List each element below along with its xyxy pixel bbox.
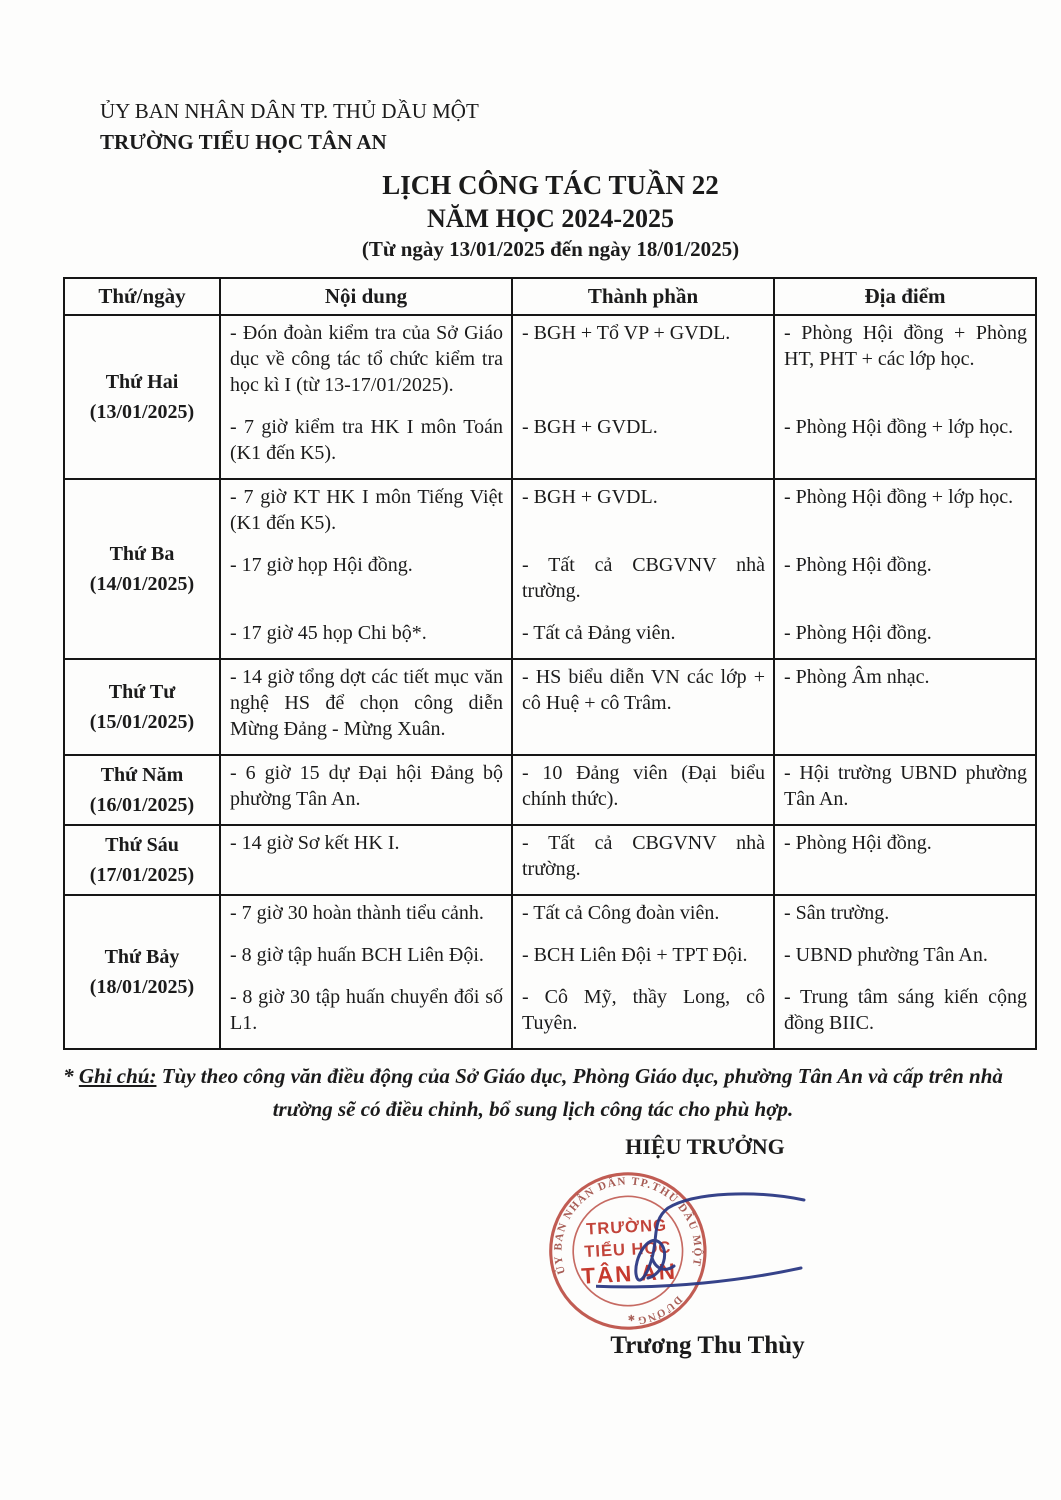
table-row: Thứ Hai (13/01/2025) - Đón đoàn kiểm tra c… <box>63 314 1037 480</box>
document-title: LỊCH CÔNG TÁC TUẦN 22 <box>382 170 719 200</box>
stamp-line2: TIỂU HỌC <box>584 1238 672 1262</box>
day-date: (18/01/2025) <box>89 976 195 998</box>
table-row: Thứ Bảy (18/01/2025) - 7 giờ 30 hoàn thành… <box>63 894 1037 1050</box>
note-label: Ghi chú: <box>78 1064 157 1088</box>
noi-dung-cell: - 14 giờ tổng dợt các tiết mục văn nghệ … <box>219 658 513 756</box>
column-header-content: Nội dung <box>219 277 513 316</box>
table-row: - 8 giờ 30 tập huấn chuyển đổi số L1. - C… <box>64 980 1037 1050</box>
title-block: LỊCH CÔNG TÁC TUẦN 22 NĂM HỌC 2024-2025 … <box>40 168 1061 264</box>
day-name: Thứ Ba <box>109 543 175 565</box>
thanh-phan-cell: - HS biểu diễn VN các lớp + cô Huệ + cô … <box>511 658 775 756</box>
day-cell: Thứ Hai (13/01/2025) <box>63 314 221 480</box>
table-row: - 7 giờ kiểm tra HK I môn Toán (K1 đến K… <box>64 410 1037 480</box>
thanh-phan-cell: - Tất cả Đảng viên. <box>511 616 775 660</box>
org-name-parent: ỦY BAN NHÂN DÂN TP. THỦ DẦU MỘT <box>100 99 479 123</box>
dia-diem-cell: - Hội trường UBND phường Tân An. <box>773 754 1037 826</box>
signer-role: HIỆU TRƯỞNG <box>625 1134 785 1159</box>
day-name: Thứ Sáu <box>105 834 179 856</box>
dia-diem-cell: - Phòng Hội đồng + Phòng HT, PHT + các l… <box>773 314 1037 410</box>
day-name: Thứ Bảy <box>104 946 180 968</box>
thanh-phan-cell: - Cô Mỹ, thầy Long, cô Tuyên. <box>511 980 775 1050</box>
dia-diem-cell: - Trung tâm sáng kiến cộng đồng BIIC. <box>773 980 1037 1050</box>
handwritten-signature <box>590 1176 811 1321</box>
dia-diem-cell: - Phòng Hội đồng. <box>773 548 1037 616</box>
stamp-star: ✱ <box>627 1313 635 1323</box>
official-stamp: ỦY BAN NHÂN DÂN TP.THỦ DẦU MỘT DƯƠNG ✱ T… <box>541 1164 716 1343</box>
letterhead: ỦY BAN NHÂN DÂN TP. THỦ DẦU MỘT TRƯỜNG T… <box>0 0 1061 158</box>
day-date: (15/01/2025) <box>89 711 195 733</box>
schedule-table: Thứ/ngày Nội dung Thành phần Địa điểm Th… <box>63 277 1037 1050</box>
thanh-phan-cell: - 10 Đảng viên (Đại biểu chính thức). <box>511 754 775 826</box>
thanh-phan-cell: - BGH + GVDL. <box>511 410 775 480</box>
noi-dung-cell: - Đón đoàn kiểm tra của Sở Giáo dục về c… <box>219 314 513 410</box>
noi-dung-cell: - 6 giờ 15 dự Đại hội Đảng bộ phường Tân… <box>219 754 513 826</box>
table-row: Thứ Sáu (17/01/2025) - 14 giờ Sơ kết HK I.… <box>63 824 1037 896</box>
column-header-location: Địa điểm <box>773 277 1037 316</box>
footer-note: * Ghi chú: Tùy theo công văn điều động c… <box>60 1060 1006 1126</box>
dia-diem-cell: - Phòng Hội đồng. <box>773 616 1037 660</box>
table-row: Thứ Năm (16/01/2025) - 6 giờ 15 dự Đại hội… <box>63 754 1037 826</box>
day-name: Thứ Năm <box>100 764 184 786</box>
table-row: - 17 giờ họp Hội đồng. - Tất cả CBGVNV nh… <box>64 548 1037 616</box>
signature-area: HIỆU TRƯỞNG ỦY BAN NHÂN DÂN TP.THỦ DẦU M… <box>0 1132 1061 1422</box>
dia-diem-cell: - Phòng Hội đồng + lớp học. <box>773 478 1037 548</box>
day-cell: Thứ Ba (14/01/2025) <box>63 478 221 660</box>
noi-dung-cell: - 14 giờ Sơ kết HK I. <box>219 824 513 896</box>
noi-dung-cell: - 7 giờ KT HK I môn Tiếng Việt (K1 đến K… <box>219 478 513 548</box>
day-date: (14/01/2025) <box>89 573 195 595</box>
table-row: - 17 giờ 45 họp Chi bộ*. - Tất cả Đảng vi… <box>64 616 1037 660</box>
note-text: Tùy theo công văn điều động của Sở Giáo … <box>156 1064 1003 1121</box>
table-row: Thứ Ba (14/01/2025) - 7 giờ KT HK I môn Ti… <box>63 478 1037 660</box>
day-cell: Thứ Năm (16/01/2025) <box>63 754 221 826</box>
day-cell: Thứ Bảy (18/01/2025) <box>63 894 221 1050</box>
table-header-row: Thứ/ngày Nội dung Thành phần Địa điểm <box>63 277 1037 316</box>
document-date-range: (Từ ngày 13/01/2025 đến ngày 18/01/2025) <box>361 237 740 261</box>
dia-diem-cell: - Phòng Âm nhạc. <box>773 658 1037 756</box>
column-header-participants: Thành phần <box>511 277 775 316</box>
noi-dung-cell: - 17 giờ 45 họp Chi bộ*. <box>219 616 513 660</box>
thanh-phan-cell: - Tất cả CBGVNV nhà trường. <box>511 824 775 896</box>
note-star: * <box>63 1064 79 1088</box>
noi-dung-cell: - 8 giờ tập huấn BCH Liên Đội. <box>219 938 513 980</box>
thanh-phan-cell: - BGH + GVDL. <box>511 478 775 548</box>
schedule-table-body: Thứ Hai (13/01/2025) - Đón đoàn kiểm tra c… <box>63 314 1037 1050</box>
day-cell: Thứ Tư (15/01/2025) <box>63 658 221 756</box>
dia-diem-cell: - Phòng Hội đồng + lớp học. <box>773 410 1037 480</box>
day-name: Thứ Tư <box>108 681 176 703</box>
thanh-phan-cell: - BCH Liên Đội + TPT Đội. <box>511 938 775 980</box>
stamp-seal-icon: ỦY BAN NHÂN DÂN TP.THỦ DẦU MỘT DƯƠNG ✱ T… <box>548 1172 707 1330</box>
signature-ink-icon <box>590 1192 806 1289</box>
day-date: (17/01/2025) <box>89 864 195 886</box>
thanh-phan-cell: - Tất cả Công đoàn viên. <box>511 894 775 938</box>
document-subtitle: NĂM HỌC 2024-2025 <box>427 204 674 233</box>
day-cell: Thứ Sáu (17/01/2025) <box>63 824 221 896</box>
dia-diem-cell: - Phòng Hội đồng. <box>773 824 1037 896</box>
day-name: Thứ Hai <box>105 371 179 393</box>
thanh-phan-cell: - BGH + Tổ VP + GVDL. <box>511 314 775 410</box>
day-date: (13/01/2025) <box>89 401 195 423</box>
table-row: - 8 giờ tập huấn BCH Liên Đội. - BCH Liên… <box>64 938 1037 980</box>
table-row: Thứ Tư (15/01/2025) - 14 giờ tổng dợt các … <box>63 658 1037 756</box>
thanh-phan-cell: - Tất cả CBGVNV nhà trường. <box>511 548 775 616</box>
day-date: (16/01/2025) <box>89 794 195 816</box>
dia-diem-cell: - UBND phường Tân An. <box>773 938 1037 980</box>
column-header-day: Thứ/ngày <box>63 277 221 316</box>
noi-dung-cell: - 7 giờ kiểm tra HK I môn Toán (K1 đến K… <box>219 410 513 480</box>
dia-diem-cell: - Sân trường. <box>773 894 1037 938</box>
stamp-line1: TRƯỜNG <box>586 1215 668 1238</box>
noi-dung-cell: - 7 giờ 30 hoàn thành tiểu cảnh. <box>219 894 513 938</box>
noi-dung-cell: - 17 giờ họp Hội đồng. <box>219 548 513 616</box>
noi-dung-cell: - 8 giờ 30 tập huấn chuyển đổi số L1. <box>219 980 513 1050</box>
signer-name: Trương Thu Thùy <box>610 1332 805 1359</box>
org-name-school: TRƯỜNG TIỂU HỌC TÂN AN <box>100 130 387 154</box>
